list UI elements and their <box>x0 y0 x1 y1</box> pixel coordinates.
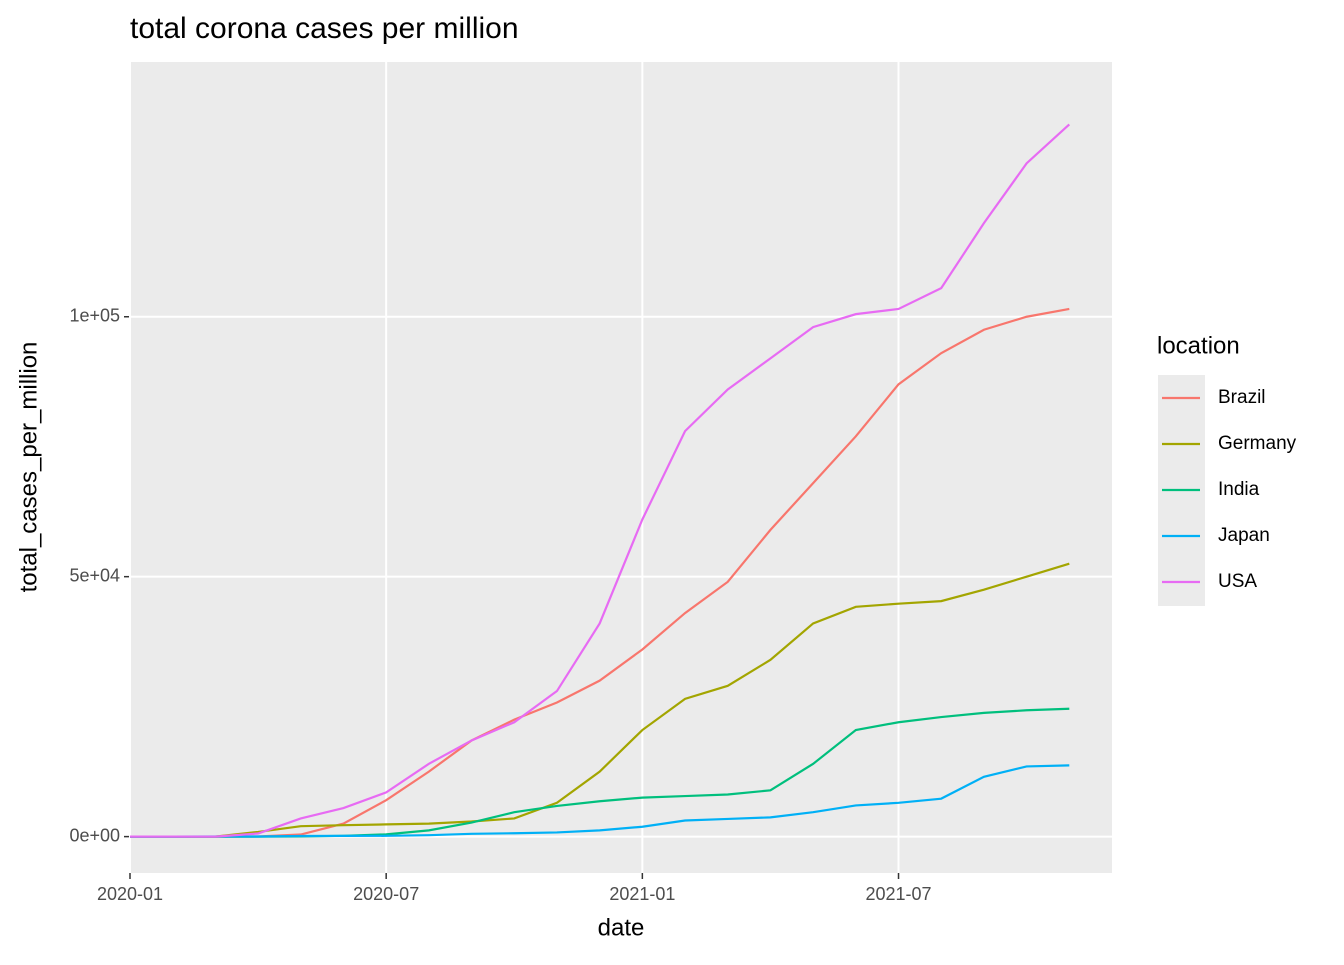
series-line <box>130 764 1070 838</box>
y-tick-label: 1e+05 <box>69 305 120 325</box>
x-tick-label: 2021-01 <box>609 884 675 904</box>
legend-title: location <box>1157 332 1240 359</box>
x-tick-label: 2020-07 <box>353 884 419 904</box>
y-axis-title: total_cases_per_million <box>15 342 42 593</box>
series-line <box>130 562 1070 838</box>
x-axis-title: date <box>598 914 645 941</box>
series-line <box>130 123 1071 838</box>
x-tick-label: 2020-01 <box>97 884 163 904</box>
legend-label: Japan <box>1218 525 1270 546</box>
legend-label: India <box>1218 479 1260 500</box>
legend-label: Brazil <box>1218 387 1266 408</box>
panel <box>130 62 1112 873</box>
y-tick-label: 5e+04 <box>69 565 120 585</box>
legend-label: Germany <box>1218 433 1297 454</box>
x-tick-label: 2021-07 <box>865 884 931 904</box>
legend-label: USA <box>1218 571 1257 592</box>
y-tick-label: 0e+00 <box>69 825 120 845</box>
chart-title: total corona cases per million <box>130 12 519 45</box>
